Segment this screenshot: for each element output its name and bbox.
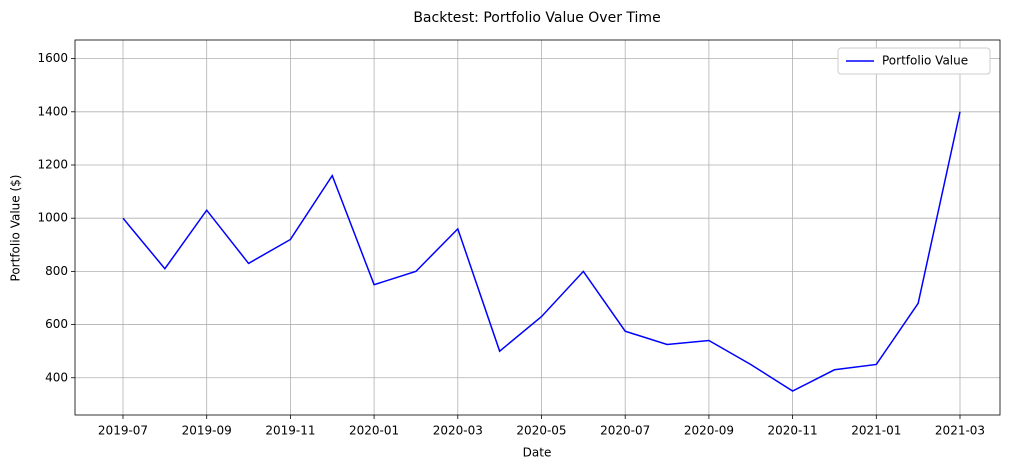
y-tick-label: 1000 — [37, 211, 68, 225]
legend: Portfolio Value — [837, 47, 991, 75]
x-tick-label: 2020-09 — [684, 424, 734, 438]
x-tick-label: 2019-11 — [265, 424, 315, 438]
x-tick-label: 2021-03 — [935, 424, 985, 438]
x-tick-label: 2020-07 — [600, 424, 650, 438]
x-tick-label: 2020-11 — [768, 424, 818, 438]
y-tick-label: 400 — [45, 370, 68, 384]
legend-box — [837, 47, 991, 75]
y-tick-label: 800 — [45, 264, 68, 278]
data-line — [122, 111, 961, 392]
y-tick-label: 1200 — [37, 158, 68, 172]
x-tick-label: 2019-09 — [182, 424, 232, 438]
x-tick-label: 2021-01 — [851, 424, 901, 438]
x-tick-label: 2020-03 — [433, 424, 483, 438]
y-tick-label: 1400 — [37, 104, 68, 118]
x-tick-label: 2020-01 — [349, 424, 399, 438]
chart-title: Backtest: Portfolio Value Over Time — [413, 10, 660, 26]
x-tick-label: 2019-07 — [98, 424, 148, 438]
y-tick-label: 1600 — [37, 51, 68, 65]
legend-label: Portfolio Value — [882, 54, 968, 68]
y-tick-label: 600 — [45, 317, 68, 331]
y-axis-label: Portfolio Value ($) — [9, 175, 23, 282]
x-axis-label: Date — [523, 446, 552, 460]
plot-frame — [74, 39, 1001, 416]
x-tick-label: 2020-05 — [516, 424, 566, 438]
